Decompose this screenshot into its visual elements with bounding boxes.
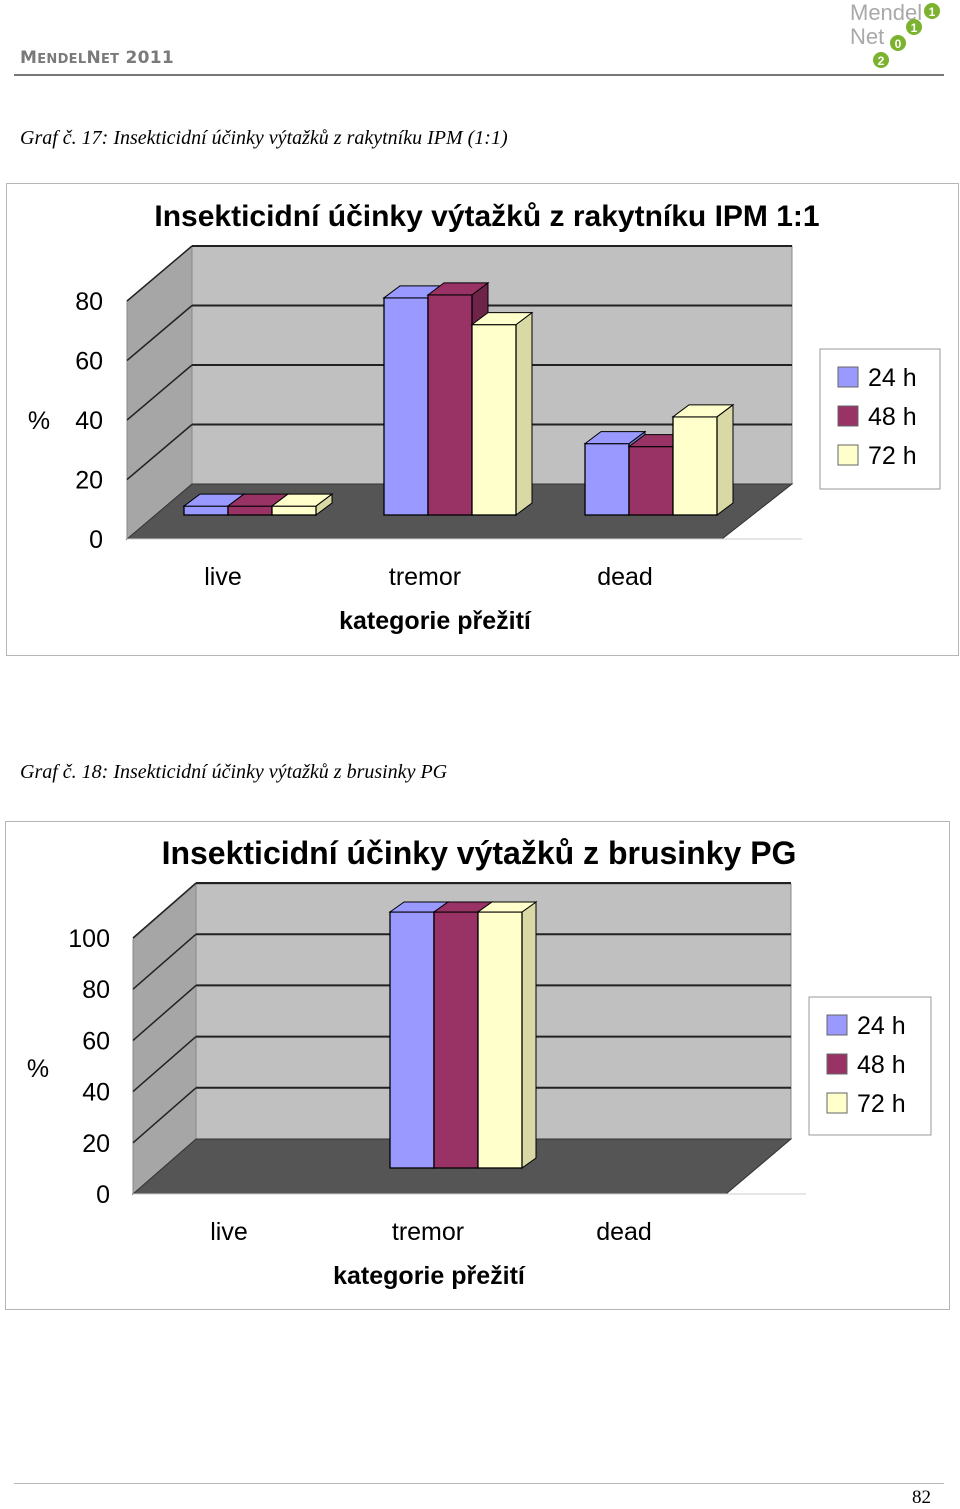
- logo-text-net: Net: [850, 24, 884, 49]
- y-tick-label: 40: [82, 1079, 110, 1107]
- bar-dead-24h-top: [583, 431, 647, 445]
- y-tick-label: 0: [96, 1181, 110, 1209]
- x-category-label: dead: [596, 1218, 652, 1246]
- chart-rakytnik: Insekticidní účinky výtažků z rakytníku …: [6, 183, 959, 656]
- chart-brusinka: Insekticidní účinky výtažků z brusinky P…: [5, 821, 950, 1310]
- legend-swatch-24h: [826, 1014, 848, 1036]
- gridline-side: [132, 1087, 197, 1144]
- legend-label: 48 h: [868, 403, 917, 431]
- logo-digit-2: 1: [911, 21, 918, 35]
- bar-tremor-72h-top: [476, 901, 538, 913]
- legend-label: 72 h: [857, 1090, 906, 1118]
- gridline-side: [132, 933, 197, 990]
- bar-tremor-72h: [471, 323, 517, 516]
- bar-tremor-24h: [389, 911, 435, 1169]
- gridline-side: [126, 423, 193, 481]
- bar-live-48h: [227, 505, 273, 516]
- bar-tremor-48h: [433, 911, 479, 1169]
- bar-live-24h: [183, 505, 229, 516]
- bar-tremor-72h-side: [521, 901, 537, 1169]
- y-axis-title: %: [28, 407, 50, 435]
- legend-label: 72 h: [868, 442, 917, 470]
- legend-swatch-72h: [826, 1092, 848, 1114]
- bar-tremor-72h-top: [470, 312, 534, 326]
- x-axis-title: kategorie přežití: [333, 1262, 526, 1290]
- header-divider: [14, 74, 944, 76]
- x-category-label: dead: [597, 563, 653, 591]
- logo-digit-3: 0: [895, 37, 902, 51]
- x-category-label: live: [210, 1218, 248, 1246]
- logo-dot-2: [906, 19, 922, 35]
- bar-tremor-48h: [427, 294, 473, 516]
- y-tick-label: 60: [82, 1027, 110, 1055]
- gridline-side: [132, 1036, 197, 1093]
- logo-digit-1: 1: [929, 5, 936, 19]
- header-title-et: ET: [100, 52, 120, 67]
- bar-dead-48h: [628, 445, 674, 516]
- logo-dot-4: [873, 52, 889, 68]
- header-title-year: 2011: [119, 48, 175, 68]
- gridline-side: [132, 882, 197, 939]
- logo-dot-3: [890, 35, 906, 51]
- bar-dead-72h: [672, 416, 718, 516]
- logo-digit-4: 2: [878, 54, 885, 68]
- y-tick-label: 100: [68, 925, 110, 953]
- y-tick-label: 20: [82, 1130, 110, 1158]
- footer-divider: [14, 1483, 944, 1484]
- x-category-label: tremor: [389, 563, 461, 591]
- y-tick-label: 80: [75, 288, 103, 316]
- chart-rakytnik-svg: Insekticidní účinky výtažků z rakytníku …: [28, 200, 941, 635]
- y-tick-label: 60: [75, 348, 103, 376]
- y-tick-label: 20: [75, 467, 103, 495]
- bar-tremor-24h: [383, 297, 429, 516]
- bar-live-72h-top: [270, 493, 334, 507]
- bar-dead-72h-top: [671, 404, 735, 418]
- legend-swatch-24h: [837, 366, 859, 388]
- header-title-endel: ENDEL: [37, 52, 87, 67]
- legend-swatch-48h: [826, 1053, 848, 1075]
- bar-dead-24h: [584, 442, 630, 516]
- chart-title: Insekticidní účinky výtažků z rakytníku …: [154, 200, 819, 233]
- legend-label: 24 h: [857, 1012, 906, 1040]
- y-tick-label: 0: [89, 526, 103, 554]
- gridline-side: [132, 984, 197, 1041]
- x-category-label: tremor: [392, 1218, 464, 1246]
- bar-live-72h: [271, 505, 317, 516]
- bar-tremor-72h-side: [515, 311, 533, 516]
- chart-brusinka-svg: Insekticidní účinky výtažků z brusinky P…: [27, 835, 932, 1290]
- header-title: MENDELNET 2011: [20, 48, 174, 68]
- legend-label: 24 h: [868, 364, 917, 392]
- figure-caption-17: Graf č. 17: Insekticidní účinky výtažků …: [20, 127, 508, 149]
- chart-title: Insekticidní účinky výtažků z brusinky P…: [162, 835, 797, 871]
- gridline-side: [126, 245, 193, 302]
- legend-label: 48 h: [857, 1051, 906, 1079]
- logo-dot-1: [924, 3, 940, 19]
- bar-tremor-72h: [477, 911, 523, 1169]
- header-title-n: N: [86, 48, 101, 68]
- legend-swatch-48h: [837, 405, 859, 427]
- gridline-side: [126, 304, 193, 362]
- y-tick-label: 40: [75, 407, 103, 435]
- x-category-label: live: [204, 563, 242, 591]
- y-tick-label: 80: [82, 976, 110, 1004]
- legend-swatch-72h: [837, 444, 859, 466]
- x-axis-title: kategorie přežití: [339, 607, 532, 635]
- y-axis-title: %: [27, 1055, 49, 1083]
- mendelnet-logo: Mendel Net 1 1 0 2: [850, 0, 940, 68]
- gridline-side: [126, 364, 193, 421]
- page-number: 82: [912, 1487, 931, 1508]
- bar-tremor-48h-top: [426, 282, 490, 296]
- header-title-m: M: [20, 48, 38, 68]
- bar-dead-72h-side: [716, 403, 734, 516]
- figure-caption-18: Graf č. 18: Insekticidní účinky výtažků …: [20, 761, 448, 783]
